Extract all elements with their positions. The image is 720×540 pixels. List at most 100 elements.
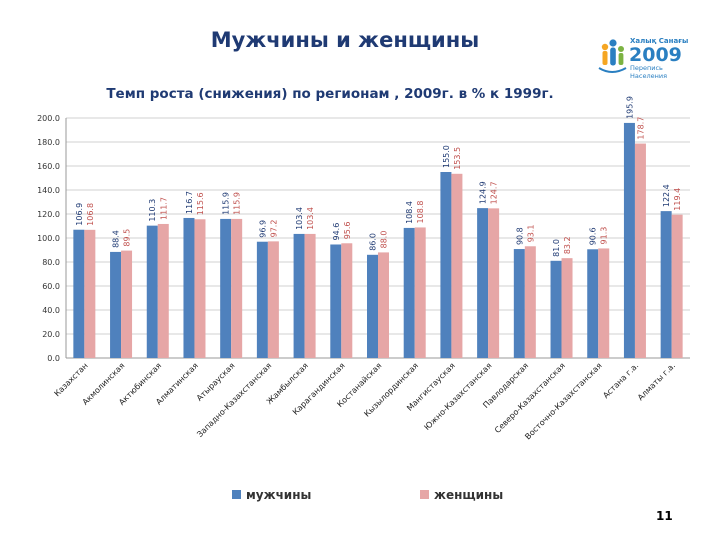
y-tick-label: 20.0 [42, 330, 60, 339]
bar-men [73, 229, 85, 358]
logo-line2: Перепись [630, 64, 663, 72]
data-label-women: 108.8 [416, 201, 425, 224]
data-label-women: 83.2 [563, 236, 572, 254]
y-tick-label: 60.0 [42, 282, 60, 291]
data-label-women: 91.3 [600, 227, 609, 245]
bar-women [231, 218, 243, 358]
category-label: Казахстан [53, 361, 90, 398]
category-label: Северо-Казахстанская [493, 361, 567, 435]
y-tick-label: 100.0 [37, 234, 60, 243]
category-label: Южно-Казахстанская [422, 361, 493, 432]
bar-men [513, 249, 525, 358]
bar-men [477, 208, 489, 358]
bar-women [524, 246, 536, 358]
legend-swatch-men [232, 490, 241, 499]
bar-women [598, 248, 610, 358]
bar-women [414, 227, 426, 358]
y-tick-label: 140.0 [37, 186, 60, 195]
logo-line1: Халық Санағы [630, 37, 688, 45]
data-label-men: 96.9 [258, 220, 267, 238]
data-label-men: 90.6 [589, 227, 598, 245]
bar-women [634, 143, 646, 358]
data-label-women: 111.7 [159, 197, 168, 220]
data-label-men: 115.9 [222, 192, 231, 215]
bar-men [623, 122, 635, 358]
data-label-women: 106.8 [86, 203, 95, 226]
legend-swatch-women [420, 490, 429, 499]
y-tick-label: 80.0 [42, 258, 60, 267]
data-label-men: 116.7 [185, 191, 194, 214]
bar-women [488, 208, 500, 358]
logo-year: 2009 [629, 44, 682, 66]
data-label-women: 93.1 [526, 224, 535, 242]
data-label-men: 81.0 [552, 239, 561, 257]
data-label-men: 110.3 [148, 199, 157, 222]
y-tick-label: 160.0 [37, 162, 60, 171]
bar-women [341, 243, 353, 358]
data-label-women: 103.4 [306, 207, 315, 230]
logo-line3: Населения [630, 72, 667, 80]
data-label-women: 88.0 [380, 231, 389, 249]
data-label-women: 153.5 [453, 147, 462, 170]
bar-men [403, 227, 415, 358]
bar-women [451, 173, 463, 358]
data-label-women: 178.7 [636, 117, 645, 140]
bar-men [183, 217, 195, 358]
category-label: Западно-Казахстанская [195, 361, 273, 439]
data-label-women: 119.4 [673, 188, 682, 211]
category-label: Астана г.а. [601, 361, 640, 400]
data-label-men: 88.4 [112, 230, 121, 248]
census-logo: Халық Санағы 2009 Перепись Населения [598, 37, 688, 80]
bar-women [671, 214, 683, 358]
data-label-men: 195.9 [625, 96, 634, 119]
bar-men [587, 249, 599, 358]
y-tick-label: 40.0 [42, 306, 60, 315]
bar-men [146, 225, 158, 358]
bar-men [220, 218, 232, 358]
y-tick-label: 180.0 [37, 138, 60, 147]
bar-women [378, 252, 389, 358]
data-label-women: 124.7 [490, 181, 499, 204]
y-tick-label: 120.0 [37, 210, 60, 219]
bar-women [194, 219, 206, 358]
legend-label-men: мужчины [246, 488, 311, 502]
category-label: Алматы г.а. [636, 361, 677, 402]
page-number: 11 [656, 509, 673, 523]
bar-men [256, 241, 268, 358]
legend-label-women: женщины [434, 488, 503, 502]
data-label-men: 155.0 [442, 145, 451, 168]
bar-women [304, 233, 316, 358]
page-title: Мужчины и женщины [210, 28, 480, 52]
bar-men [110, 251, 122, 358]
bar-women [121, 250, 133, 358]
people-icon [598, 39, 627, 73]
chart-subtitle: Темп роста (снижения) по регионам , 2009… [106, 86, 554, 102]
data-label-women: 95.6 [343, 221, 352, 239]
bar-men [367, 254, 378, 358]
bar-men [440, 172, 452, 358]
category-label: Восточно-Казахстанская [523, 361, 604, 442]
y-tick-label: 0.0 [47, 354, 60, 363]
y-tick-label: 200.0 [37, 114, 60, 123]
data-label-women: 115.9 [233, 192, 242, 215]
bar-men [330, 244, 342, 358]
data-label-women: 97.2 [269, 220, 278, 238]
data-label-men: 90.8 [515, 227, 524, 245]
bar-women [561, 258, 573, 358]
data-label-women: 89.5 [123, 229, 132, 247]
data-label-men: 122.4 [662, 184, 671, 207]
data-label-women: 115.6 [196, 192, 205, 215]
bar-women [84, 229, 96, 358]
bar-women [157, 223, 169, 358]
data-label-men: 94.6 [332, 223, 341, 241]
bar-men [293, 233, 305, 358]
data-label-men: 86.0 [369, 233, 378, 251]
data-label-men: 106.9 [75, 203, 84, 226]
data-label-men: 103.4 [295, 207, 304, 230]
bar-women [267, 241, 279, 358]
data-label-men: 108.4 [405, 201, 414, 224]
bar-men [660, 211, 672, 358]
bar-men [550, 260, 562, 358]
data-label-men: 124.9 [479, 181, 488, 204]
